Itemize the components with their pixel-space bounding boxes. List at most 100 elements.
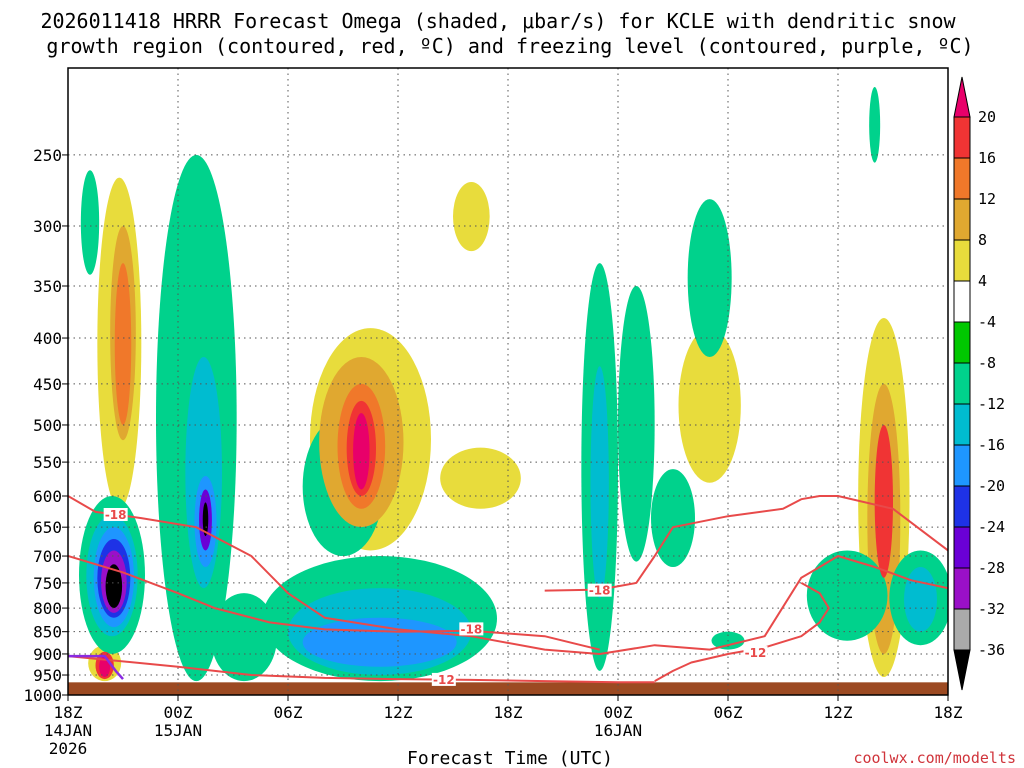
colorbar-tick-10: -24 (978, 518, 1005, 536)
gridlines (68, 68, 948, 695)
omega-region-12 (211, 593, 277, 682)
x-tick-label-18: 12Z (384, 703, 413, 722)
x-tick-label-36: 06Z (714, 703, 743, 722)
colorbar-swatch-11 (953, 526, 971, 569)
colorbar-tick-11: -28 (978, 559, 1005, 577)
omega-region-23 (869, 87, 881, 163)
omega-region-3 (440, 447, 521, 509)
credit-text: coolwx.com/modelts (853, 749, 1016, 767)
colorbar-tick-3: 8 (978, 231, 987, 249)
colorbar-tick-4: 4 (978, 272, 987, 290)
dgz-contour-label-bg-4 (743, 646, 768, 660)
x-tick-label-48: 18Z (934, 703, 963, 722)
y-tick-label-700: 700 (33, 547, 62, 566)
colorbar-swatch-9 (953, 444, 971, 487)
dgz-contour-label-4: -12 (745, 646, 767, 660)
colorbar-swatch-12 (953, 567, 971, 610)
plot-area: -18 -18 -18 -12 -12 (67, 67, 949, 696)
colorbar-swatch-1 (953, 116, 971, 159)
y-tick-label-450: 450 (33, 375, 62, 394)
y-tick-label-950: 950 (33, 666, 62, 685)
y-tick-label-500: 500 (33, 416, 62, 435)
dendritic-growth-contours: -18 -18 -18 -12 -12 (68, 495, 948, 687)
dgz-contour-label-bg-1 (459, 622, 484, 636)
colorbar-swatch-3 (953, 198, 971, 241)
x-tick-date-30: 16JAN (594, 721, 642, 740)
x-tick-date-6: 15JAN (154, 721, 202, 740)
colorbar-tick-2: 12 (978, 190, 996, 208)
colorbar-swatch-2 (953, 157, 971, 200)
dgz-contour-label-bg-0 (103, 508, 128, 522)
colorbar-tick-1: 16 (978, 149, 996, 167)
omega-region-8 (80, 170, 100, 275)
y-tick-label-600: 600 (33, 487, 62, 506)
colorbar-swatch-4 (953, 239, 971, 282)
colorbar-swatch-6 (953, 321, 971, 364)
x-tick-label-42: 12Z (824, 703, 853, 722)
omega-region-19 (687, 199, 732, 358)
y-tick-label-850: 850 (33, 623, 62, 642)
dgz-contour-line-3 (68, 655, 655, 684)
x-tick-label-0: 18Z (54, 703, 83, 722)
x-tick-label-30: 00Z (604, 703, 633, 722)
dgz-contour-line-0 (68, 495, 948, 655)
colorbar-tick-12: -32 (978, 600, 1005, 618)
dgz-contour-line-2 (544, 495, 948, 592)
omega-region-30 (590, 366, 609, 599)
dgz-contour-line-4 (654, 582, 830, 682)
colorbar-tick-8: -16 (978, 436, 1005, 454)
chart-title-line1: 2026011418 HRRR Forecast Omega (shaded, … (40, 9, 956, 33)
colorbar-swatch-13 (953, 608, 971, 651)
colorbar-swatch-8 (953, 403, 971, 446)
dgz-contour-label-bg-3 (431, 672, 456, 686)
colorbar-tick-5: -4 (978, 313, 996, 331)
colorbar: 20 16 12 8 4 -4 -8 -12 -16 -20 -24 -28 -32 -36 (953, 76, 1005, 691)
y-tick-label-400: 400 (33, 329, 62, 348)
omega-region-17 (618, 286, 655, 562)
freezing-contour-line-0 (68, 654, 124, 680)
x-tick-label-12: 06Z (274, 703, 303, 722)
dgz-contour-label-3: -12 (433, 673, 455, 687)
y-tick-label-800: 800 (33, 599, 62, 618)
x-axis-label: Forecast Time (UTC) (407, 748, 613, 768)
x-tick-label-24: 18Z (494, 703, 523, 722)
x-tick-label-6: 00Z (164, 703, 193, 722)
y-tick-label-750: 750 (33, 574, 62, 593)
y-tick-label-650: 650 (33, 518, 62, 537)
omega-region-21 (806, 550, 888, 641)
omega-region-40 (353, 413, 370, 490)
omega-region-18 (651, 469, 695, 568)
omega-shading (79, 87, 948, 682)
omega-region-37 (874, 424, 893, 578)
y-tick-label-1000: 1000 (23, 686, 62, 705)
omega-region-25 (114, 263, 132, 425)
omega-region-4 (453, 182, 490, 252)
y-tick-label-550: 550 (33, 453, 62, 472)
colorbar-swatch-7 (953, 362, 971, 405)
colorbar-bottom-arrow (953, 649, 971, 691)
colorbar-top-arrow (953, 76, 971, 118)
chart-title-line2: growth region (contoured, red, ºC) and f… (46, 34, 973, 58)
dgz-contour-label-0: -18 (105, 508, 127, 522)
dgz-contour-label-2: -18 (589, 584, 611, 598)
colorbar-tick-6: -8 (978, 354, 996, 372)
omega-region-43 (105, 564, 123, 609)
omega-region-6 (678, 328, 741, 483)
dgz-contour-line-1 (68, 555, 600, 651)
y-tick-label-250: 250 (33, 146, 62, 165)
x-tick-date-0: 14JAN (44, 721, 92, 740)
colorbar-swatch-5 (953, 280, 971, 323)
colorbar-swatch-10 (953, 485, 971, 528)
omega-region-31 (904, 567, 937, 632)
y-axis: 250 300 350 400 450 500 550 600 650 700 750 800 850 9… (23, 146, 68, 705)
colorbar-tick-0: 20 (978, 108, 996, 126)
y-tick-label-900: 900 (33, 645, 62, 664)
omega-region-35 (302, 617, 457, 667)
freezing-level-contours (68, 654, 124, 680)
colorbar-tick-9: -20 (978, 477, 1005, 495)
y-tick-label-350: 350 (33, 277, 62, 296)
x-tick-year-0: 2026 (49, 739, 88, 758)
dgz-contour-label-1: -18 (460, 622, 482, 636)
y-tick-label-300: 300 (33, 217, 62, 236)
colorbar-tick-7: -12 (978, 395, 1005, 413)
